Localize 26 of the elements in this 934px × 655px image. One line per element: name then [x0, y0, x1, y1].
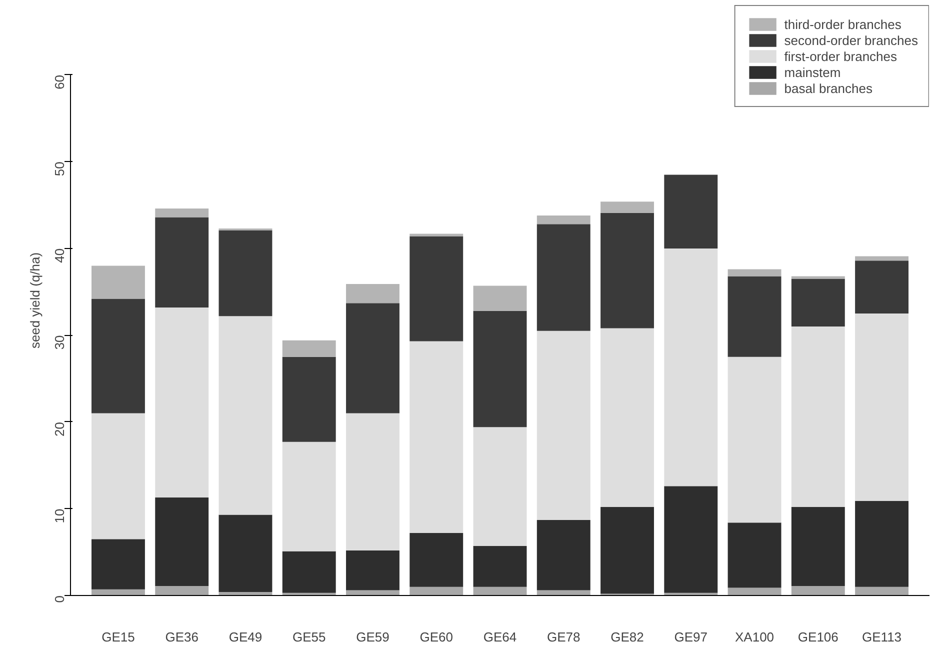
x-tick-label: GE64	[483, 630, 517, 644]
y-tick-label: 50	[52, 162, 67, 176]
x-tick-label: GE55	[292, 630, 326, 644]
y-tick-label: 60	[52, 74, 67, 90]
x-tick-label: GE60	[420, 630, 453, 644]
legend-label: second-order branches	[784, 32, 918, 48]
x-tick-label: GE49	[228, 630, 262, 644]
x-tick-label: XA100	[735, 630, 774, 644]
y-tick-label: 0	[52, 595, 67, 603]
y-axis-title: seed yield (q/ha)	[28, 252, 42, 349]
x-tick-label: GE97	[674, 630, 708, 644]
x-tick-label: GE15	[102, 630, 135, 644]
legend-label: third-order branches	[784, 16, 902, 32]
x-tick-label: GE36	[165, 630, 198, 644]
legend-label: mainstem	[784, 64, 841, 80]
y-tick-label: 30	[52, 335, 67, 350]
legend-label: first-order branches	[784, 48, 898, 64]
x-tick-label: GE78	[547, 630, 580, 644]
y-tick-label: 10	[52, 508, 67, 524]
y-tick-label: 40	[52, 248, 67, 263]
x-tick-label: GE59	[356, 630, 390, 644]
x-tick-label: GE82	[610, 630, 644, 644]
legend-label: basal branches	[784, 80, 872, 96]
y-tick-label: 20	[52, 422, 67, 436]
x-tick-label: GE106	[798, 630, 838, 644]
x-tick-label: GE113	[862, 630, 902, 644]
